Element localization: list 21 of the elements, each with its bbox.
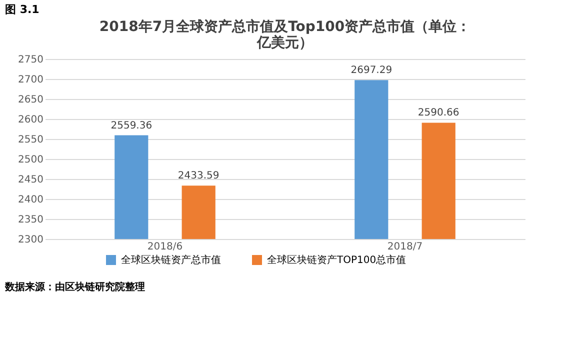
y-tick-label: 2750 bbox=[18, 54, 44, 66]
caption: 图 3.1 bbox=[5, 3, 40, 16]
y-tick-label: 2650 bbox=[18, 94, 44, 106]
y-tick-label: 2700 bbox=[18, 74, 44, 86]
data-label: 2590.66 bbox=[418, 108, 460, 119]
y-tick-label: 2600 bbox=[18, 114, 44, 126]
y-tick-label: 2400 bbox=[18, 194, 44, 206]
source-note: 数据来源：由区块链研究院整理 bbox=[4, 281, 145, 293]
data-label: 2433.59 bbox=[178, 170, 220, 182]
x-tick-label: 2018/7 bbox=[387, 242, 423, 252]
chart-title: 2018年7月全球资产总市值及Top100资产总市值（单位：亿美元） bbox=[99, 18, 471, 51]
y-tick-label: 2300 bbox=[18, 234, 44, 246]
x-tick-label: 2018/6 bbox=[147, 242, 183, 252]
y-tick-label: 2500 bbox=[18, 154, 44, 166]
y-tick-label: 2550 bbox=[18, 134, 44, 146]
legend-label: 全球区块链资产总市值 bbox=[121, 254, 221, 266]
y-tick-label: 2350 bbox=[18, 214, 44, 226]
y-tick-label: 2450 bbox=[18, 174, 44, 186]
data-label: 2559.36 bbox=[110, 120, 152, 132]
legend-label: 全球区块链资产TOP100总市值 bbox=[267, 254, 406, 266]
data-label: 2697.29 bbox=[350, 65, 392, 76]
